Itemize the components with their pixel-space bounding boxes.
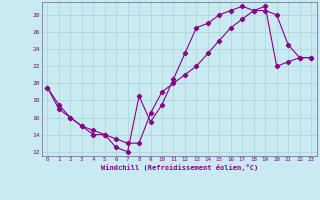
X-axis label: Windchill (Refroidissement éolien,°C): Windchill (Refroidissement éolien,°C) (100, 164, 258, 171)
